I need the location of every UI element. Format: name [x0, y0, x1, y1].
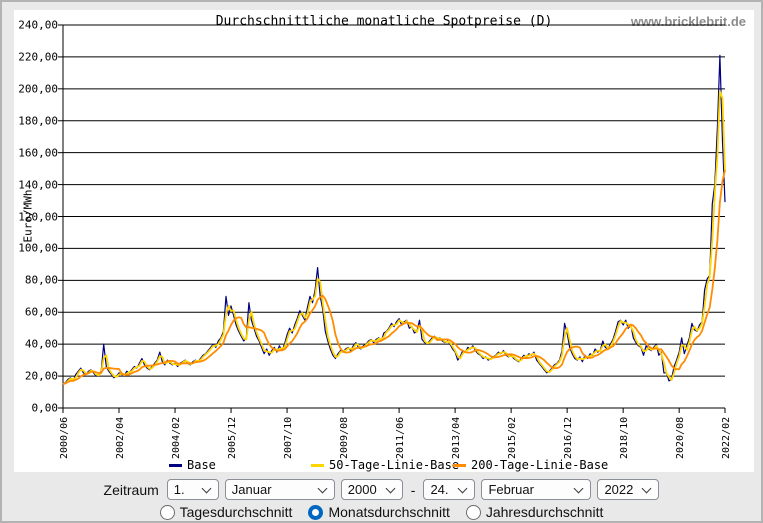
to-month-select[interactable]: Februar	[481, 479, 592, 500]
y-axis-tick-label: 140,00	[18, 178, 58, 192]
x-axis-tick-label: 2004/02	[171, 416, 183, 459]
y-axis-tick-label: 80,00	[24, 273, 58, 287]
x-axis-tick-label: 2018/10	[619, 416, 631, 459]
to-day-select[interactable]: 24.	[423, 479, 476, 500]
from-month-select[interactable]: Januar	[224, 479, 335, 500]
y-axis-tick-label: 100,00	[18, 241, 58, 255]
x-axis-tick-label: 2005/12	[227, 416, 239, 459]
zeitraum-row: Zeitraum 1. Januar 2000 - 24.	[104, 479, 660, 500]
y-axis-tick-label: 200,00	[18, 82, 58, 96]
legend-label: 200-Tage-Linie-Base	[471, 458, 609, 472]
50-tage-line-swatch	[311, 463, 324, 467]
series-200-tage-linie-base	[62, 169, 726, 385]
from-day-select[interactable]: 1.	[166, 479, 219, 500]
y-axis-tick-label: 60,00	[24, 305, 58, 319]
x-axis-tick-label: 2007/10	[283, 416, 295, 459]
date-range-form: Zeitraum 1. Januar 2000 - 24.	[2, 479, 761, 520]
legend-label: Base	[187, 458, 216, 472]
y-axis-tick-label: 40,00	[24, 337, 58, 351]
x-axis-tick-label: 2015/02	[507, 416, 519, 459]
radio-label-text: Monatsdurchschnitt	[328, 504, 450, 520]
from-year-select[interactable]: 2000	[340, 479, 403, 500]
x-axis-tick-label: 2013/04	[451, 416, 463, 459]
x-axis-tick-label: 2016/12	[563, 416, 575, 459]
y-axis-tick-label: 240,00	[18, 18, 58, 32]
radio-monatsdurchschnitt[interactable]: Monatsdurchschnitt	[308, 504, 450, 520]
legend-item-base: Base	[169, 458, 216, 472]
x-axis-tick-label: 2000/06	[59, 416, 70, 459]
zeitraum-label: Zeitraum	[103, 481, 159, 498]
y-axis-tick-label: 0,00	[31, 401, 59, 415]
x-axis-tick-label: 2020/08	[675, 416, 687, 459]
tagesdurchschnitt-radio[interactable]	[159, 504, 175, 520]
y-axis-tick-label: 220,00	[18, 50, 58, 64]
x-axis-tick-label: 2009/08	[339, 416, 351, 459]
legend-item-50-tage: 50-Tage-Linie-Base	[311, 458, 459, 472]
radio-label-text: Tagesdurchschnitt	[179, 504, 293, 520]
legend-label: 50-Tage-Linie-Base	[329, 458, 460, 472]
y-axis-tick-label: 180,00	[18, 114, 58, 128]
x-axis-tick-label: 2002/04	[115, 416, 126, 459]
radio-jahresdurchschnitt[interactable]: Jahresdurchschnitt	[465, 504, 604, 520]
x-axis-tick-label: 2011/06	[395, 416, 407, 459]
y-axis-tick-label: 160,00	[18, 146, 58, 160]
radio-tagesdurchschnitt[interactable]: Tagesdurchschnitt	[159, 504, 293, 520]
chart-svg	[58, 24, 726, 413]
to-year-select[interactable]: 2022	[597, 479, 660, 500]
jahresdurchschnitt-radio[interactable]	[465, 504, 481, 520]
base-line-swatch	[169, 463, 182, 467]
series-base	[62, 54, 726, 385]
average-mode-row: Tagesdurchschnitt Monatsdurchschnitt Jah…	[159, 504, 604, 520]
radio-label-text: Jahresdurchschnitt	[485, 504, 604, 520]
legend-item-200-tage: 200-Tage-Linie-Base	[453, 458, 608, 472]
x-axis-tick-label: 2022/02	[721, 416, 732, 459]
y-axis-tick-label: 120,00	[18, 210, 58, 223]
monatsdurchschnitt-radio[interactable]	[308, 504, 324, 520]
y-axis-tick-label: 20,00	[24, 369, 58, 383]
chart-panel: Durchschnittliche monatliche Spotpreise …	[14, 10, 754, 472]
series-50-tage-linie-base	[62, 90, 726, 385]
range-separator: -	[410, 481, 416, 498]
200-tage-line-swatch	[453, 463, 466, 467]
